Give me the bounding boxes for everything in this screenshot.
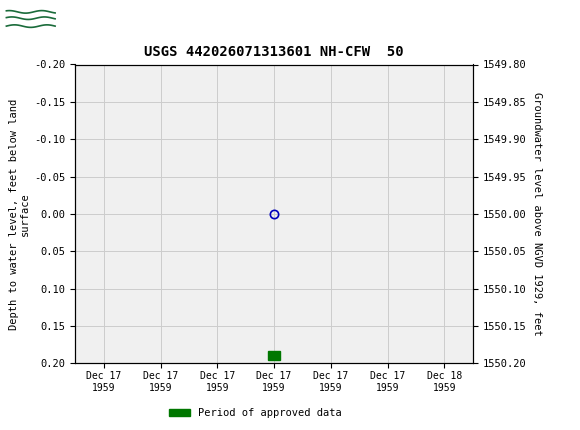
Y-axis label: Depth to water level, feet below land
surface: Depth to water level, feet below land su… bbox=[9, 98, 30, 329]
Bar bbox=[268, 351, 280, 359]
Legend: Period of approved data: Period of approved data bbox=[165, 404, 346, 423]
Bar bbox=[5, 4, 57, 36]
Y-axis label: Groundwater level above NGVD 1929, feet: Groundwater level above NGVD 1929, feet bbox=[532, 92, 542, 336]
Title: USGS 442026071313601 NH-CFW  50: USGS 442026071313601 NH-CFW 50 bbox=[144, 45, 404, 59]
Text: USGS: USGS bbox=[66, 11, 109, 29]
